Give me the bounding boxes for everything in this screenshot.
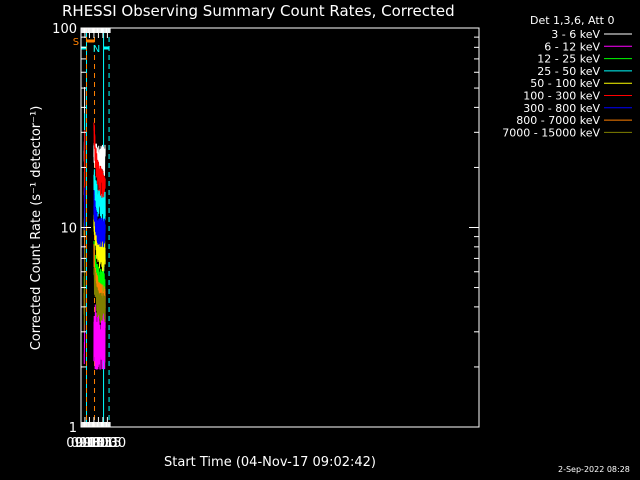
legend-entry-label: 300 - 800 keV [523, 102, 600, 115]
legend-entry-label: 12 - 25 keV [537, 53, 600, 66]
x-axis-label: Start Time (04-Nov-17 09:02:42) [164, 455, 376, 470]
y-tick-label: 10 [60, 222, 77, 237]
footer-date: 2-Sep-2022 08:28 [558, 465, 630, 474]
series-9-trace [93, 267, 106, 323]
x-tick-label: 09:30 [71, 436, 108, 451]
x-tick-label: 10:15 [84, 436, 121, 451]
legend-entry-label: 50 - 100 keV [530, 77, 600, 90]
legend-title: Det 1,3,6, Att 0 [530, 14, 614, 27]
legend-entry-label: 6 - 12 keV [544, 40, 600, 53]
saa-label: S [73, 37, 79, 48]
series-7-trace [93, 190, 106, 248]
plot-area: SN [73, 28, 110, 427]
y-tick-label: 1 [69, 421, 77, 436]
x-tick-label: 10:00 [80, 436, 117, 451]
y-axis-label: Corrected Count Rate (s⁻¹ detector⁻¹) [29, 106, 44, 351]
legend-entry-label: 100 - 300 keV [523, 90, 600, 103]
legend-entry-label: 25 - 50 keV [537, 65, 600, 78]
series-2-trace [93, 304, 106, 370]
x-tick-label: 10:30 [89, 436, 126, 451]
chart-title: RHESSI Observing Summary Count Rates, Co… [62, 2, 455, 20]
series-2 [83, 279, 106, 370]
y-tick-label: 100 [52, 22, 77, 37]
series-9 [83, 247, 106, 333]
legend-entry-label: 800 - 7000 keV [516, 114, 600, 127]
night-label: N [93, 44, 100, 55]
series-6-trace [93, 122, 106, 198]
x-tick-label: 09:45 [75, 436, 112, 451]
x-tick-label: 09:15 [66, 436, 103, 451]
legend-entry-label: 7000 - 15000 keV [502, 126, 600, 139]
legend-entry-label: 3 - 6 keV [551, 28, 600, 41]
